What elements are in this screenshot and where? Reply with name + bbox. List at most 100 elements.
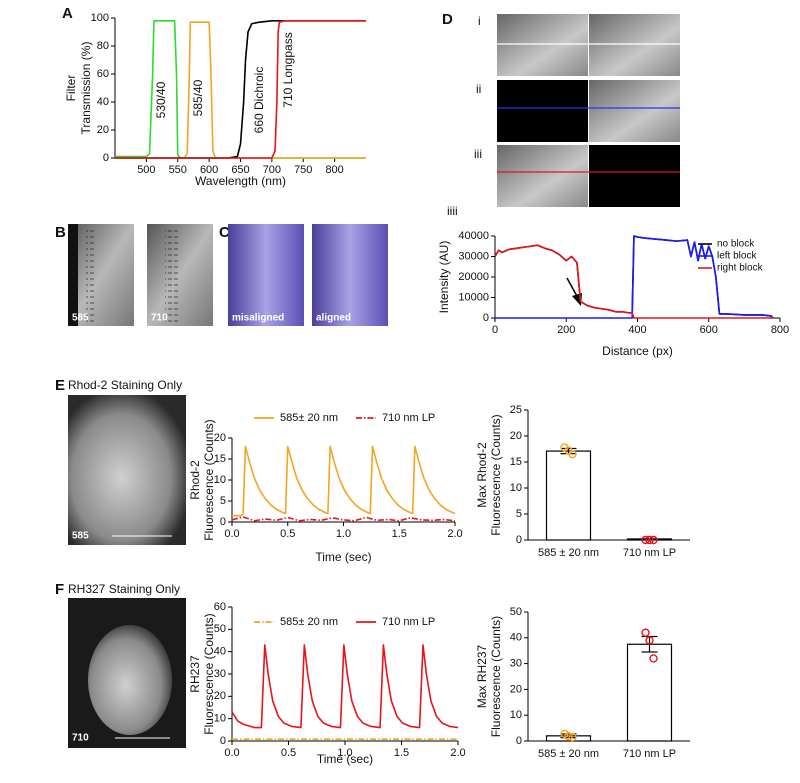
- image-f: RH327 Staining Only 710: [68, 582, 186, 748]
- x-tick-label: 1.0: [337, 747, 352, 759]
- y-tick-label: 50: [510, 606, 522, 618]
- data-point: [564, 732, 573, 741]
- annotation: 660 Dichroic: [252, 67, 266, 134]
- image-label: i: [478, 14, 481, 28]
- series-line: [494, 244, 773, 319]
- x-axis-label: Time (sec): [315, 550, 371, 564]
- x-tick-label: 650: [231, 164, 249, 176]
- x-tick-label: 585 ± 20 nm: [538, 547, 599, 559]
- y-tick-label: 0: [483, 312, 489, 324]
- y-tick-label: 20: [97, 124, 109, 136]
- y-tick-label: 0: [103, 152, 109, 164]
- x-tick-label: 600: [700, 324, 718, 336]
- x-axis-label: Distance (px): [602, 344, 673, 358]
- x-tick-label: 1.0: [336, 528, 351, 540]
- y-axis-label: Filter: [64, 75, 78, 102]
- y-tick-label: 40: [214, 646, 226, 658]
- y-axis-label: Intensity (AU): [437, 241, 451, 314]
- image-label: 710: [72, 733, 89, 744]
- x-tick-label: 710 nm LP: [623, 547, 676, 559]
- x-tick-label: 0.5: [280, 528, 295, 540]
- x-tick-label: 2.0: [447, 528, 462, 540]
- image-c: misaligned aligned: [228, 224, 388, 326]
- y-axis-label: Fluorescence (Counts): [489, 616, 503, 737]
- image-label: iii: [474, 147, 482, 161]
- annotation: 710 Longpass: [281, 32, 295, 107]
- legend-label: 585± 20 nm: [280, 412, 338, 424]
- x-tick-label: 585 ± 20 nm: [538, 748, 599, 760]
- x-axis-label: Time (sec): [317, 752, 373, 766]
- series-line: [115, 21, 366, 159]
- legend-label: no block: [717, 239, 755, 250]
- series-line: [495, 235, 774, 319]
- y-tick-label: 10: [510, 709, 522, 721]
- panel-label: E: [55, 377, 65, 394]
- series-line: [232, 445, 456, 517]
- legend-label: left block: [717, 251, 757, 262]
- x-tick-label: 1.5: [392, 528, 407, 540]
- y-tick-label: 5: [516, 508, 522, 520]
- series-line: [231, 516, 456, 522]
- image-label: iiii: [447, 204, 458, 218]
- y-axis-label: Rhod-2: [188, 460, 202, 500]
- x-tick-label: 2.0: [450, 747, 465, 759]
- x-tick-label: 750: [294, 164, 312, 176]
- panel-label: A: [62, 5, 73, 22]
- x-tick-label: 700: [263, 164, 281, 176]
- image-e: Rhod-2 Staining Only 585: [68, 378, 186, 545]
- annotation: 585/40: [191, 79, 205, 116]
- y-tick-label: 100: [91, 12, 109, 24]
- image-label: 585: [72, 313, 89, 324]
- image-label: 585: [72, 531, 89, 542]
- x-tick-label: 500: [137, 164, 155, 176]
- x-tick-label: 800: [771, 324, 789, 336]
- legend-label: right block: [717, 263, 764, 274]
- data-point: [649, 654, 658, 663]
- series-line: [115, 20, 366, 159]
- y-tick-label: 15: [214, 453, 226, 465]
- y-tick-label: 0: [516, 534, 522, 546]
- x-tick-label: 0: [492, 324, 498, 336]
- legend-label: 585± 20 nm: [280, 616, 338, 628]
- data-point: [649, 535, 658, 545]
- y-tick-label: 50: [214, 623, 226, 635]
- image-b: 585 710: [68, 224, 213, 326]
- panel-label: D: [442, 11, 453, 28]
- x-tick-label: 600: [200, 164, 218, 176]
- x-tick-label: 710 nm LP: [623, 748, 676, 760]
- y-tick-label: 30: [214, 668, 226, 680]
- y-tick-label: 20: [214, 690, 226, 702]
- data-point: [645, 535, 654, 545]
- y-tick-label: 10: [214, 713, 226, 725]
- series-line: [115, 20, 366, 159]
- image-d: i ii iii iiii: [447, 14, 680, 306]
- x-axis-label: Wavelength (nm): [195, 174, 286, 188]
- y-tick-label: 0: [220, 735, 226, 747]
- y-axis-label: Transmission (%): [79, 42, 93, 135]
- x-tick-label: 800: [325, 164, 343, 176]
- y-axis-label: Fluorescence (Counts): [202, 419, 216, 540]
- x-tick-label: 0.0: [224, 747, 239, 759]
- legend-label: 710 nm LP: [382, 412, 435, 424]
- image-label: ii: [476, 82, 481, 96]
- y-tick-label: 25: [510, 404, 522, 416]
- y-tick-label: 10000: [458, 291, 489, 303]
- x-tick-label: 0.0: [224, 528, 239, 540]
- y-tick-label: 40: [97, 96, 109, 108]
- y-tick-label: 30: [510, 658, 522, 670]
- y-tick-label: 80: [97, 40, 109, 52]
- y-tick-label: 40000: [458, 230, 489, 242]
- image-label: aligned: [316, 313, 351, 324]
- y-tick-label: 60: [214, 601, 226, 613]
- y-axis-label: Max Rhod-2: [475, 442, 489, 508]
- panel-label: C: [219, 224, 230, 241]
- y-axis-label: RH237: [188, 655, 202, 693]
- y-tick-label: 20000: [458, 271, 489, 283]
- data-point: [641, 628, 650, 637]
- series-line: [231, 644, 459, 729]
- x-tick-label: 550: [169, 164, 187, 176]
- y-tick-label: 60: [97, 68, 109, 80]
- y-tick-label: 5: [220, 495, 226, 507]
- x-tick-label: 0.5: [281, 747, 296, 759]
- data-point: [645, 636, 654, 645]
